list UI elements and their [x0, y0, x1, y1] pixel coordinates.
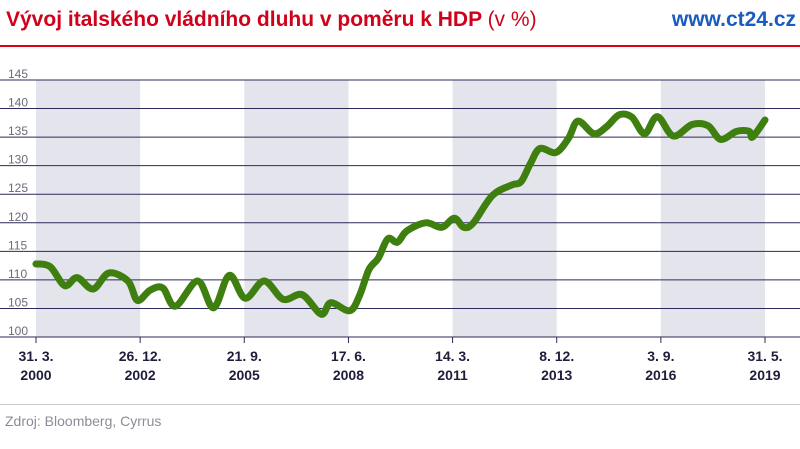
y-tick-label: 145	[8, 67, 28, 81]
x-tick-label: 14. 3.	[435, 348, 470, 364]
header-divider	[0, 45, 800, 47]
x-tick-label: 3. 9.	[647, 348, 674, 364]
x-tick-year: 2011	[437, 367, 468, 383]
line-chart: 100 105 110 115 120 125 130 135 140 145 31. 3. 200…	[0, 67, 800, 383]
footer-divider	[0, 404, 800, 405]
y-axis-ticks: 100 105 110 115 120 125 130 135 140 145	[8, 67, 28, 338]
x-tick-label: 17. 6.	[331, 348, 366, 364]
x-tick-year: 2008	[333, 367, 364, 383]
period-band	[660, 80, 765, 337]
y-tick-label: 100	[8, 324, 28, 338]
x-tick-label: 8. 12.	[539, 348, 574, 364]
y-tick-label: 130	[8, 153, 28, 167]
y-tick-label: 135	[8, 124, 28, 138]
y-tick-label: 140	[8, 96, 28, 110]
x-tick-year: 2000	[20, 367, 51, 383]
title-text: Vývoj italského vládního dluhu v poměru …	[6, 8, 482, 31]
x-tick-year: 2005	[229, 367, 260, 383]
header: Vývoj italského vládního dluhu v poměru …	[6, 8, 796, 38]
x-tick-label: 21. 9.	[227, 348, 262, 364]
source-note: Zdroj: Bloomberg, Cyrrus	[5, 413, 162, 429]
period-band	[36, 80, 141, 337]
x-tick-label: 26. 12.	[119, 348, 162, 364]
x-axis-ticks: 31. 3. 2000 26. 12. 2002 21. 9. 2005 17. 6. 200…	[18, 337, 783, 383]
site-link[interactable]: www.ct24.cz	[671, 8, 796, 31]
x-tick-year: 2013	[541, 367, 572, 383]
y-tick-label: 110	[8, 267, 27, 281]
chart-title: Vývoj italského vládního dluhu v poměru …	[6, 8, 537, 32]
y-tick-label: 120	[8, 210, 28, 224]
title-unit: (v %)	[487, 8, 537, 31]
gridlines	[0, 79, 800, 338]
x-tick-year: 2002	[125, 367, 156, 383]
x-tick-label: 31. 3.	[18, 348, 53, 364]
x-tick-year: 2019	[749, 367, 780, 383]
x-tick-year: 2016	[645, 367, 676, 383]
period-band	[452, 80, 557, 337]
y-tick-label: 125	[8, 181, 28, 195]
x-tick-label: 31. 5.	[747, 348, 782, 364]
y-tick-label: 115	[8, 238, 27, 252]
debt-series-line	[32, 110, 769, 318]
y-tick-label: 105	[8, 295, 28, 309]
